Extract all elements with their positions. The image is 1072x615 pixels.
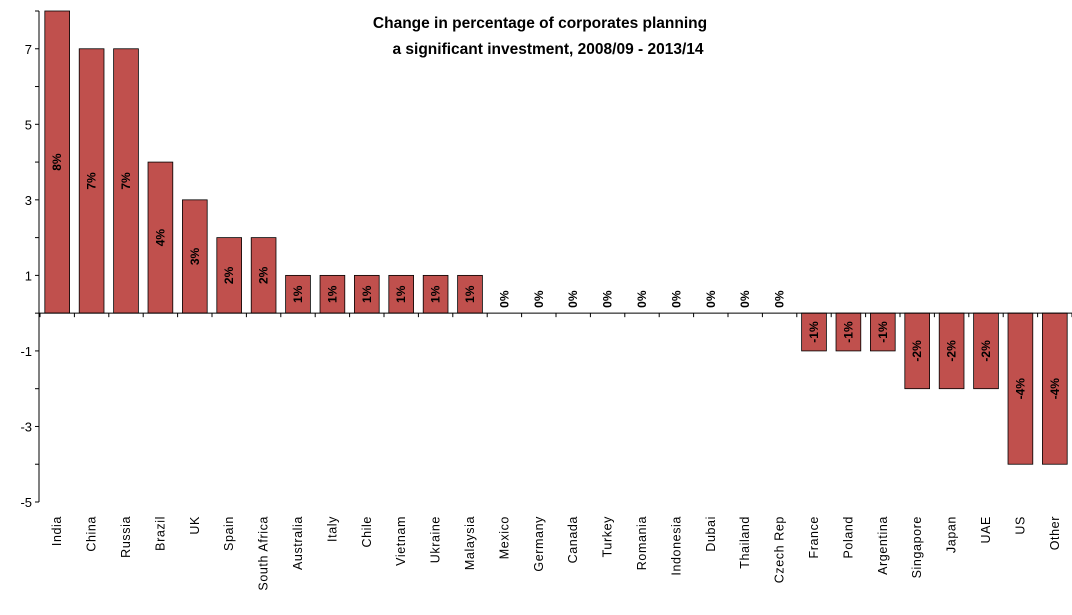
data-label: 0%: [532, 290, 546, 308]
data-label: 1%: [291, 285, 305, 303]
data-label: 0%: [566, 290, 580, 308]
data-label: 3%: [188, 247, 202, 265]
bar: [422, 274, 449, 314]
data-label: -4%: [1013, 378, 1027, 400]
bar: [113, 48, 139, 314]
y-tick-label: -3: [20, 419, 32, 434]
bar: [78, 48, 105, 314]
category-label: Ukraine: [429, 516, 443, 563]
category-label: Dubai: [704, 516, 718, 552]
category-label: Other: [1048, 516, 1062, 550]
data-label: 1%: [463, 285, 477, 303]
category-label: Japan: [945, 516, 959, 553]
category-label: India: [50, 516, 64, 546]
bar: [1042, 312, 1068, 465]
data-label: 0%: [601, 290, 615, 308]
data-label: 0%: [635, 290, 649, 308]
bar: [870, 312, 896, 352]
bar: [388, 274, 414, 314]
y-tick-label: -5: [20, 495, 32, 510]
category-label: Czech Rep: [773, 516, 787, 583]
data-label: -4%: [1048, 378, 1062, 400]
data-label: 0%: [497, 290, 511, 308]
bar: [44, 10, 70, 314]
x-axis: [39, 312, 1072, 318]
data-label: 1%: [394, 285, 408, 303]
category-label: South Africa: [257, 516, 271, 591]
data-label: -2%: [979, 340, 993, 362]
category-label: UK: [188, 516, 202, 535]
data-label: 1%: [360, 285, 374, 303]
category-label: Turkey: [601, 516, 615, 557]
category-label: Romania: [635, 516, 649, 570]
category-label: France: [807, 516, 821, 559]
data-label: 7%: [119, 172, 133, 190]
bar: [938, 312, 965, 390]
category-label: Thailand: [738, 516, 752, 569]
category-label: Argentina: [876, 516, 890, 575]
category-label: Australia: [291, 516, 305, 570]
data-label: 0%: [738, 290, 752, 308]
data-label: 0%: [704, 290, 718, 308]
category-label: Indonesia: [669, 516, 683, 576]
y-tick-label: -1: [20, 344, 32, 359]
data-label: -2%: [945, 340, 959, 362]
data-label: 4%: [153, 229, 167, 247]
category-label: Italy: [325, 516, 339, 542]
data-label: 1%: [429, 285, 443, 303]
category-label: Malaysia: [463, 516, 477, 570]
bar: [835, 312, 862, 352]
y-tick-label: 3: [25, 193, 32, 208]
data-label: 2%: [222, 266, 236, 284]
bar: [319, 274, 346, 314]
bar: [904, 312, 930, 390]
category-label: UAE: [979, 516, 993, 544]
bars: [44, 10, 1068, 465]
data-label: 8%: [50, 153, 64, 171]
category-label: Canada: [566, 516, 580, 563]
category-label: Brazil: [153, 516, 167, 551]
data-label: -1%: [807, 321, 821, 343]
data-label: -1%: [876, 321, 890, 343]
y-tick-label: 5: [25, 117, 32, 132]
y-tick-label: 7: [25, 42, 32, 57]
category-labels: India China Russia Brazil UK Spain South Afric…: [50, 516, 1062, 591]
chart-title-line-1: Change in percentage of corporates plann…: [373, 15, 707, 32]
y-tick-label: 1: [25, 268, 32, 283]
bar: [147, 161, 174, 314]
bar: [1007, 312, 1034, 465]
category-label: Spain: [222, 516, 236, 551]
category-label: Germany: [532, 516, 546, 572]
data-label: 7%: [85, 172, 99, 190]
data-label: 0%: [773, 290, 787, 308]
data-label: -1%: [841, 321, 855, 343]
category-label: China: [85, 516, 99, 552]
category-label: Russia: [119, 516, 133, 558]
category-label: Poland: [841, 516, 855, 559]
category-label: US: [1013, 516, 1027, 535]
bar: [801, 312, 827, 352]
data-label: 0%: [669, 290, 683, 308]
bar: [973, 312, 999, 390]
data-label: 2%: [257, 266, 271, 284]
data-label: -2%: [910, 340, 924, 362]
data-label: 1%: [325, 285, 339, 303]
category-label: Singapore: [910, 516, 924, 578]
bar: [285, 274, 311, 314]
bar: [354, 274, 380, 314]
chart-title-line-2: a significant investment, 2008/09 - 2013…: [392, 41, 703, 58]
category-label: Chile: [360, 516, 374, 548]
category-label: Mexico: [497, 516, 511, 559]
y-axis: 7 5 3 1 -1 -3 -5: [20, 10, 40, 510]
data-labels: 8% 7% 7% 4% 3% 2% 2% 1% 1% 1% 1% 1% 1% 0% 0% 0% 0% 0% 0% 0%…: [50, 153, 1062, 399]
category-label: Vietnam: [394, 516, 408, 566]
